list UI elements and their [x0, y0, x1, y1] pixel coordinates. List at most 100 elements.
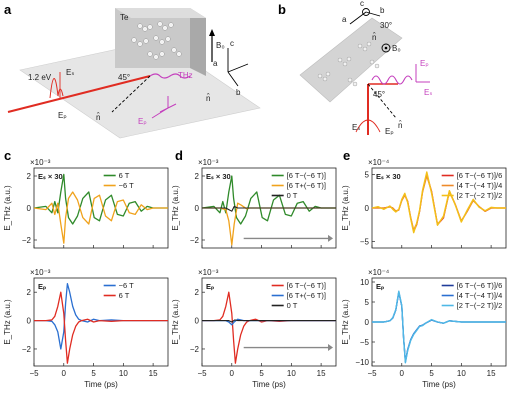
- legend-label: [6 T+(−6 T)]: [287, 181, 326, 190]
- b0-out-of-plane-icon: [381, 43, 391, 53]
- scale-label: ×10⁻³: [198, 158, 219, 167]
- panel-label-e: e: [343, 148, 350, 163]
- legend-label: [6 T−(−6 T)]/6: [457, 281, 503, 290]
- series-line-2: [202, 319, 336, 323]
- ytick-label: −2: [190, 345, 200, 354]
- es-label-b: Eₛ: [352, 123, 360, 132]
- thz-wave-a: [149, 73, 191, 79]
- series-line-1: [34, 291, 168, 364]
- ytick-label: −2: [22, 345, 32, 354]
- xtick-label: 5: [91, 369, 96, 378]
- ep-label-b: Eₚ: [385, 127, 394, 136]
- thz-polarization-a: [151, 96, 177, 119]
- ytick-label: 0: [365, 204, 370, 213]
- series-line-2: [371, 171, 506, 234]
- series-line-0: [202, 291, 336, 364]
- axis-b-label-b: b: [380, 6, 385, 15]
- ytick-label: 5: [365, 298, 370, 307]
- legend-label: 6 T: [119, 171, 130, 180]
- chart-c-top: ×10⁻³ −2 0 2 E_THz (a.u.) Eₛ × 30 6 T−6 T: [3, 158, 169, 249]
- series-line-0: [34, 283, 168, 350]
- panel-label-a: a: [4, 2, 12, 17]
- ytick-label: −2: [22, 236, 32, 245]
- n-label-a2: n̂: [206, 94, 210, 103]
- xtick-label: 0: [400, 369, 405, 378]
- te-crystal-block: Te: [115, 8, 206, 76]
- chart-d-top: ×10⁻³ −2 0 2 E_THz (a.u.) Eₛ × 30 [6 T−(−6 T)]…: [171, 158, 337, 249]
- incident-beam: [7, 75, 151, 113]
- n-label-b-top: n̂: [372, 33, 376, 42]
- xtick-label: 0: [62, 369, 67, 378]
- es-label-thz-b: Eₛ: [424, 88, 432, 97]
- scale-label: ×10⁻³: [30, 268, 51, 277]
- x-axis-label: Time (ps): [84, 380, 118, 389]
- series-line-2: [202, 205, 336, 212]
- time-window-arrowhead: [328, 344, 334, 352]
- xtick-label: −5: [197, 369, 207, 378]
- ytick-label: 2: [195, 172, 200, 181]
- chart-d-bottom: ×10⁻³ −2 0 2 −5 0 5 10 15 Time (ps) E_THz (a.u.) Eₚ…: [171, 268, 337, 389]
- time-window-arrowhead: [328, 234, 334, 242]
- panel-annotation: Eₚ: [376, 282, 385, 291]
- legend-label: −6 T: [119, 181, 134, 190]
- scale-label: ×10⁻³: [30, 158, 51, 167]
- y-axis-label: E_THz (a.u.): [171, 185, 180, 231]
- scale-label: ×10⁻⁴: [368, 158, 390, 167]
- panel-annotation: Eₛ × 30: [38, 172, 63, 181]
- thz-label: THz: [178, 71, 193, 80]
- ytick-label: 5: [365, 171, 370, 180]
- panel-annotation: Eₛ × 30: [206, 172, 231, 181]
- series-line-1: [202, 318, 336, 326]
- legend-label: [6 T−(−6 T)]/6: [457, 171, 503, 180]
- angle-label-b: 45°: [373, 90, 385, 99]
- scale-label: ×10⁻⁴: [368, 268, 390, 277]
- ytick-label: 2: [27, 172, 32, 181]
- plot-frame: [201, 277, 337, 367]
- b0-label-b: B₀: [392, 44, 401, 53]
- panel-label-d: d: [175, 148, 183, 163]
- legend-label: [2 T−(−2 T)]/2: [457, 301, 503, 310]
- xtick-label: 15: [149, 369, 158, 378]
- ytick-label: −2: [190, 236, 200, 245]
- legend-label: [6 T−(−6 T)]: [287, 281, 326, 290]
- x-axis-label: Time (ps): [252, 380, 286, 389]
- surface-normal-b: [367, 83, 397, 119]
- ytick-label: −5: [360, 237, 370, 246]
- tilted-crystal-slab: [299, 17, 403, 103]
- ytick-label: 0: [365, 318, 370, 327]
- n-label-a: n̂: [96, 113, 100, 122]
- axis-b-label: b: [236, 88, 241, 97]
- panel-label-b: b: [278, 2, 286, 17]
- angle-label-a: 45°: [118, 73, 130, 82]
- panel-label-c: c: [4, 148, 11, 163]
- ytick-label: 0: [27, 204, 32, 213]
- xtick-label: 5: [429, 369, 434, 378]
- thz-polarization-b: [415, 64, 430, 83]
- legend-label: 6 T: [119, 291, 130, 300]
- chart-e-bottom: ×10⁻⁴ −10 −5 0 5 10 −5 0 5 10 15 Time (ps) E_THz (a.…: [341, 268, 507, 389]
- es-label-a: Eₛ: [66, 68, 74, 77]
- ytick-label: −10: [355, 358, 369, 367]
- chart-e-top: ×10⁻⁴ −5 0 5 E_THz (a.u.) Eₛ × 30 [6 T−(−6 T)]…: [341, 158, 507, 249]
- surface-normal-a: [111, 75, 151, 113]
- thz-wave-b: [371, 75, 413, 85]
- ytick-label: 2: [27, 288, 32, 297]
- ytick-label: 0: [195, 317, 200, 326]
- axis-c-label: c: [230, 39, 234, 48]
- schematic-a: a Te B₀ c a b: [4, 2, 261, 139]
- legend-label: [2 T−(−2 T)]/2: [457, 191, 503, 200]
- schematic-b: b a b c 30° n̂ B₀ Eₛ Eₚ 45°: [278, 0, 432, 136]
- xtick-label: 10: [457, 369, 466, 378]
- crystal-axes-b: [349, 8, 381, 25]
- crystal-label: Te: [120, 13, 129, 22]
- beam-energy-label: 1.2 eV: [28, 73, 52, 82]
- ep-label-thz-b: Eₚ: [420, 59, 429, 68]
- plot-frame: [33, 277, 169, 367]
- y-axis-label: E_THz (a.u.): [3, 185, 12, 231]
- axis-a-label: a: [213, 59, 218, 68]
- x-axis-label: Time (ps): [422, 380, 456, 389]
- legend-label: [4 T−(−4 T)]/4: [457, 181, 503, 190]
- y-axis-label: E_THz (a.u.): [3, 299, 12, 345]
- b0-label: B₀: [216, 41, 225, 50]
